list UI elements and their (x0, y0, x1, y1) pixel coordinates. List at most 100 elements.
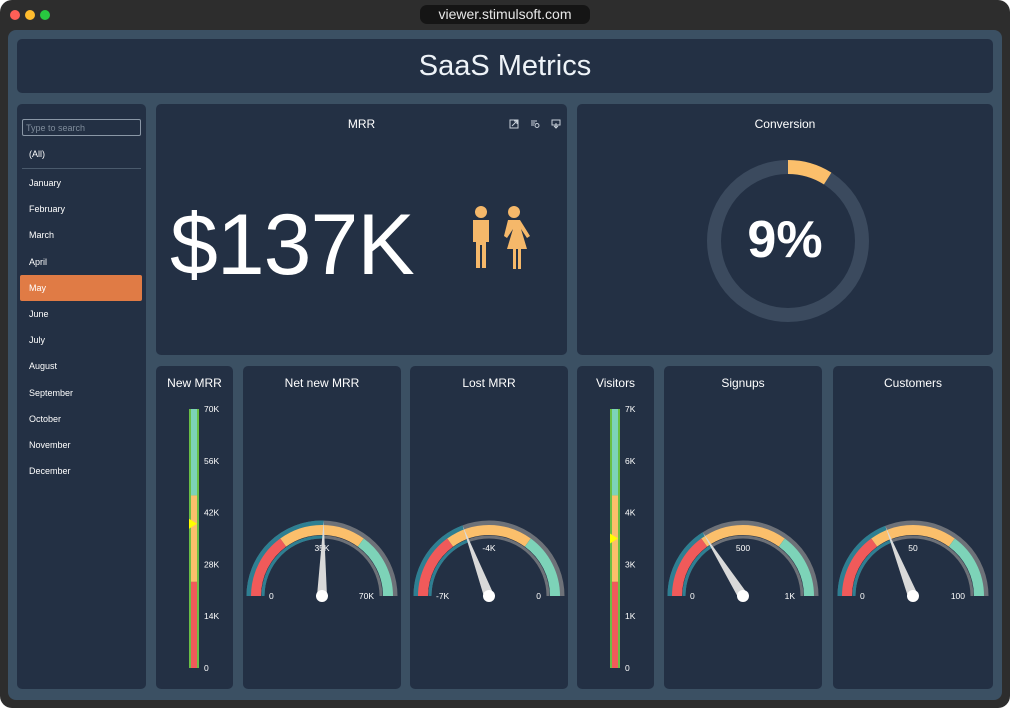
gauge-label: 500 (736, 543, 750, 553)
url-bar[interactable]: viewer.stimulsoft.com (420, 5, 590, 24)
linear-gauge-1-title: Visitors (595, 376, 636, 390)
gauge-progress-ring (667, 532, 706, 597)
gauge-inner-progress (261, 535, 324, 597)
close-window-button[interactable] (10, 10, 20, 20)
radial-gauge-3-chart: 0 50 100 (837, 520, 989, 602)
gauge-label: -4K (482, 543, 496, 553)
gauge-label: 70K (359, 591, 374, 601)
gauge-band (418, 538, 454, 597)
gauge-label: -7K (436, 591, 450, 601)
mrr-panel: MRR $137K (156, 104, 567, 355)
tick-label: 42K (204, 508, 219, 518)
gauge-band (191, 409, 197, 496)
gauge-band (191, 495, 197, 582)
radial-gauge-1: Lost MRR -7K -4K 0 (410, 366, 568, 689)
tick-label: 1K (625, 611, 636, 621)
linear-gauge-0: New MRR 0 14K 28K 42K 56K 70K (156, 366, 233, 689)
conversion-panel: Conversion 9% (577, 104, 993, 355)
people-icons (473, 206, 530, 269)
gauge-band (672, 538, 708, 597)
gauge-band (778, 538, 814, 597)
filter-item-october[interactable]: October (29, 413, 62, 424)
dashboard: SaaS Metrics (All) January February March A… (8, 30, 1002, 700)
gauge-band (280, 525, 364, 547)
filter-item-march[interactable]: March (29, 230, 55, 241)
mrr-value: $137K (170, 197, 415, 293)
gauge-inner-progress (852, 539, 892, 597)
tick-label: 4K (625, 508, 636, 518)
gauge-band (842, 538, 878, 597)
value-marker (189, 518, 197, 529)
conversion-donut (707, 160, 869, 322)
gauge-band (948, 538, 984, 597)
export-icon[interactable] (551, 119, 561, 129)
filter-item-all[interactable]: (All) (29, 149, 45, 159)
gauge-progress-ring (413, 525, 465, 597)
tick-label: 70K (204, 404, 219, 414)
needle-hub (316, 590, 328, 602)
gauge-label: 0 (536, 591, 541, 601)
filter-item-may[interactable]: May (20, 274, 142, 301)
tick-label: 7K (625, 404, 636, 414)
filter-item-august[interactable]: August (29, 361, 58, 372)
radial-gauge-1-chart: -7K -4K 0 (413, 520, 565, 602)
gauge-band (612, 581, 618, 668)
gauge-inner-progress (682, 544, 713, 597)
female-person-icon (504, 206, 530, 269)
radial-gauge-1-title: Lost MRR (462, 376, 516, 390)
radial-gauge-2: Signups 0 500 1K (664, 366, 822, 689)
linear-gauge-1: Visitors 0 1K 3K 4K 6K 7K (577, 366, 654, 689)
search-input[interactable] (22, 119, 141, 136)
gauge-label: 100 (951, 591, 965, 601)
gauge-progress-ring (246, 520, 324, 597)
gauge-progress-ring (837, 525, 888, 597)
tick-label: 14K (204, 611, 219, 621)
needle-hub (907, 590, 919, 602)
maximize-window-button[interactable] (40, 10, 50, 20)
month-filter-panel: (All) January February March April May June Ju… (17, 104, 146, 689)
filter-item-april[interactable]: April (29, 256, 48, 267)
minimize-window-button[interactable] (25, 10, 35, 20)
donut-fill (787, 160, 832, 185)
mrr-title: MRR (347, 117, 376, 131)
filter-item-december[interactable]: December (29, 466, 71, 477)
tick-label: 0 (625, 663, 630, 673)
divider (22, 168, 141, 169)
tick-label: 3K (625, 559, 636, 569)
radial-gauge-0: Net new MRR 035K70K (243, 366, 401, 689)
gauge-label: 50 (908, 543, 918, 553)
radial-gauge-0-title: Net new MRR (284, 376, 360, 390)
linear-gauge-0-title: New MRR (167, 376, 222, 390)
conversion-title: Conversion (754, 117, 816, 131)
gauge-label: 0 (690, 591, 695, 601)
radial-gauge-3: Customers 0 50 100 (833, 366, 993, 689)
filter-item-september[interactable]: September (29, 387, 74, 398)
filter-item-january[interactable]: January (29, 178, 62, 188)
gauge-needle (317, 521, 327, 597)
gauge-band (447, 525, 531, 547)
filter-item-june[interactable]: June (29, 309, 49, 319)
gauge-band (524, 538, 560, 597)
tick-label: 0 (204, 663, 209, 673)
needle-hub (483, 590, 495, 602)
radial-gauge-3-title: Customers (883, 376, 942, 390)
gauge-band (612, 409, 618, 496)
filter-item-november[interactable]: November (29, 440, 71, 450)
gauge-band (701, 525, 785, 547)
filter-item-july[interactable]: July (29, 335, 46, 346)
gauge-band (191, 581, 197, 668)
gauge-label: 0 (860, 591, 865, 601)
header-panel: SaaS Metrics (17, 39, 993, 93)
gauge-needle (462, 525, 494, 598)
gauge-band (251, 538, 287, 597)
gauge-label: 0 (269, 591, 274, 601)
linear-gauge-1-chart: 0 1K 3K 4K 6K 7K (610, 404, 636, 673)
expand-icon[interactable] (509, 119, 519, 129)
filter-item-february[interactable]: February (29, 204, 66, 215)
gauge-label: 1K (785, 591, 796, 601)
gauge-band (871, 525, 955, 547)
drill-down-icon[interactable] (530, 119, 540, 129)
tick-label: 56K (204, 456, 219, 466)
radial-gauge-2-title: Signups (721, 376, 765, 390)
